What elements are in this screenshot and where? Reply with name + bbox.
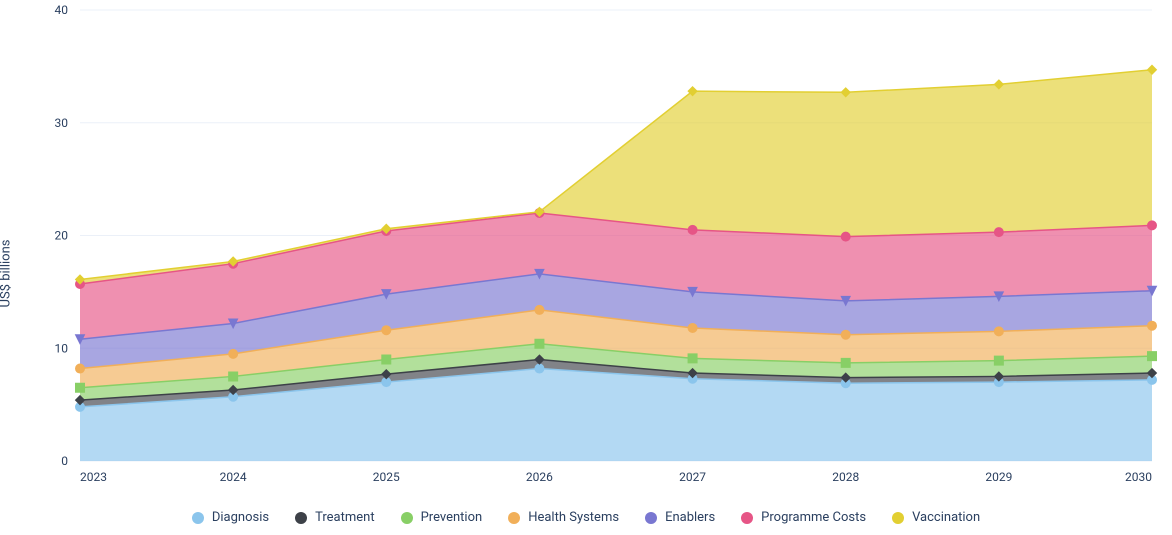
legend-label: Vaccination — [912, 510, 980, 525]
legend-item-programme-costs[interactable]: Programme Costs — [741, 510, 866, 525]
legend-label: Treatment — [315, 510, 375, 525]
marker — [994, 327, 1003, 336]
y-tick-label: 30 — [55, 116, 69, 130]
legend-swatch — [192, 512, 204, 524]
marker — [382, 355, 391, 364]
y-tick-label: 20 — [55, 229, 69, 243]
marker — [535, 339, 544, 348]
legend-swatch — [295, 512, 307, 524]
legend-item-prevention[interactable]: Prevention — [401, 510, 483, 525]
legend-swatch — [741, 512, 753, 524]
legend-item-vaccination[interactable]: Vaccination — [892, 510, 980, 525]
y-tick-label: 40 — [55, 3, 69, 17]
marker — [535, 305, 544, 314]
legend-swatch — [508, 512, 520, 524]
marker — [841, 330, 850, 339]
stacked-area-chart: US$ billions 010203040202320242025202620… — [0, 0, 1172, 531]
marker — [688, 323, 697, 332]
legend-label: Enablers — [665, 510, 715, 525]
marker — [229, 349, 238, 358]
y-axis-title: US$ billions — [0, 239, 14, 307]
marker — [535, 364, 544, 373]
marker — [1148, 221, 1157, 230]
marker — [994, 356, 1003, 365]
legend-item-health-systems[interactable]: Health Systems — [508, 510, 619, 525]
legend-label: Prevention — [421, 510, 483, 525]
x-tick-label: 2029 — [985, 470, 1012, 484]
marker — [229, 372, 238, 381]
marker — [76, 364, 85, 373]
y-tick-label: 0 — [61, 454, 68, 468]
legend-label: Diagnosis — [212, 510, 269, 525]
marker — [1148, 352, 1157, 361]
legend-item-enablers[interactable]: Enablers — [645, 510, 715, 525]
marker — [994, 228, 1003, 237]
marker — [688, 354, 697, 363]
x-tick-label: 2027 — [679, 470, 706, 484]
x-tick-label: 2025 — [373, 470, 400, 484]
x-tick-label: 2028 — [832, 470, 859, 484]
marker — [76, 383, 85, 392]
legend-label: Health Systems — [528, 510, 619, 525]
y-tick-label: 10 — [55, 341, 69, 355]
marker — [382, 326, 391, 335]
legend-swatch — [892, 512, 904, 524]
legend-swatch — [401, 512, 413, 524]
chart-plot: 0102030402023202420252026202720282029203… — [0, 0, 1172, 531]
chart-legend: Diagnosis Treatment Prevention Health Syste… — [0, 510, 1172, 525]
marker — [841, 232, 850, 241]
x-tick-label: 2024 — [220, 470, 247, 484]
marker — [1148, 321, 1157, 330]
legend-item-treatment[interactable]: Treatment — [295, 510, 375, 525]
legend-swatch — [645, 512, 657, 524]
marker — [688, 225, 697, 234]
legend-item-diagnosis[interactable]: Diagnosis — [192, 510, 269, 525]
x-tick-label: 2026 — [526, 470, 553, 484]
marker — [841, 358, 850, 367]
legend-label: Programme Costs — [761, 510, 866, 525]
x-tick-label: 2030 — [1125, 470, 1152, 484]
x-tick-label: 2023 — [80, 470, 107, 484]
